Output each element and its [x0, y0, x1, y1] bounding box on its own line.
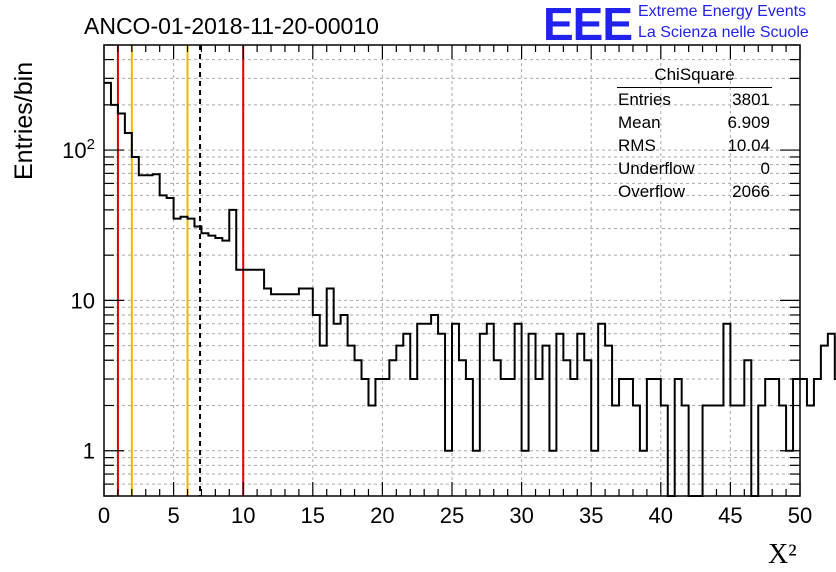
y-tick-label: 102 — [62, 136, 95, 163]
stats-row-rms: RMS 10.04 — [611, 134, 778, 157]
logo-line-2: La Scienza nelle Scuole — [638, 24, 809, 41]
x-tick-label: 15 — [301, 503, 325, 528]
x-tick-label: 20 — [370, 503, 394, 528]
x-tick-label: 25 — [440, 503, 464, 528]
y-tick-label: 1 — [83, 439, 95, 464]
x-tick-label: 40 — [649, 503, 673, 528]
stats-value: 10.04 — [727, 136, 770, 155]
axis-ticks — [103, 44, 801, 497]
y-axis-label: Entries/bin — [10, 62, 38, 180]
stats-box: ChiSquare Entries 3801 Mean 6.909 RMS 10… — [611, 64, 778, 203]
x-axis-label: X² — [768, 539, 797, 570]
stats-value: 3801 — [732, 90, 770, 109]
stats-value: 6.909 — [727, 113, 770, 132]
y-tick-labels: 1 10 102 — [62, 136, 95, 464]
x-tick-label: 5 — [167, 503, 179, 528]
x-tick-label: 10 — [231, 503, 255, 528]
y-tick-label: 10 — [71, 288, 95, 313]
y-tick-exponent: 2 — [87, 136, 95, 153]
stats-label: Entries — [618, 90, 671, 109]
x-tick-label: 30 — [509, 503, 533, 528]
stats-row-mean: Mean 6.909 — [611, 111, 778, 134]
stats-label: Mean — [618, 113, 661, 132]
stats-value: 0 — [760, 159, 770, 178]
x-tick-label: 50 — [788, 503, 812, 528]
stats-label: Overflow — [618, 182, 686, 201]
stats-title: ChiSquare — [617, 64, 772, 88]
x-tick-label: 45 — [718, 503, 742, 528]
stats-label: Underflow — [618, 159, 695, 178]
stats-value: 2066 — [732, 182, 770, 201]
x-tick-label: 0 — [98, 503, 110, 528]
x-tick-labels: 0 5 10 15 20 25 30 35 40 45 50 — [98, 503, 812, 528]
chart-title: ANCO-01-2018-11-20-00010 — [84, 13, 379, 39]
stats-row-underflow: Underflow 0 — [611, 157, 778, 180]
stats-row-entries: Entries 3801 — [611, 88, 778, 111]
histogram-series — [104, 81, 836, 497]
stats-label: RMS — [618, 136, 656, 155]
x-tick-label: 35 — [579, 503, 603, 528]
reference-lines — [116, 45, 245, 496]
logo-mark: EEE — [543, 0, 633, 50]
logo-line-1: Extreme Energy Events — [638, 3, 807, 20]
stats-row-overflow: Overflow 2066 — [611, 180, 778, 203]
